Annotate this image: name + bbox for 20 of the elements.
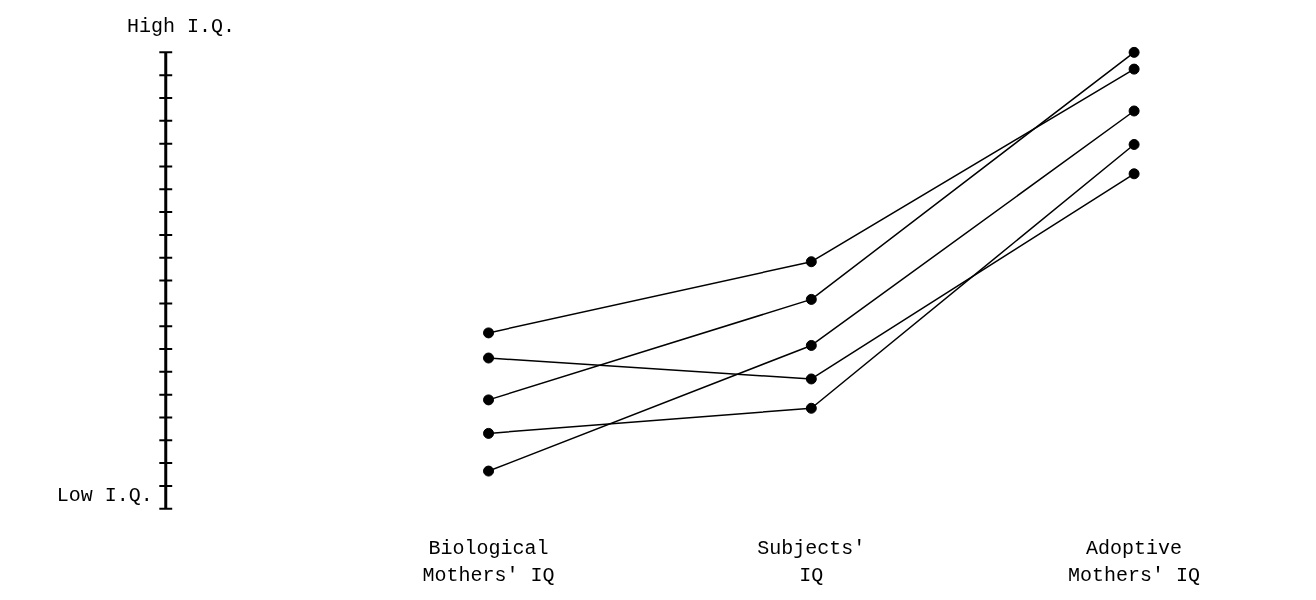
point xyxy=(805,373,817,385)
point xyxy=(1128,168,1140,180)
point xyxy=(483,352,495,364)
x-tick-label: Subjects' IQ xyxy=(757,536,866,588)
point xyxy=(1128,63,1140,75)
point xyxy=(1128,46,1140,58)
point xyxy=(483,427,495,439)
point xyxy=(483,465,495,477)
x-tick-label: Adoptive Mothers' IQ xyxy=(1068,536,1201,588)
point xyxy=(805,293,817,305)
point xyxy=(805,402,817,414)
point xyxy=(483,394,495,406)
point xyxy=(1128,138,1140,150)
text: Low I.Q. xyxy=(56,483,153,507)
point xyxy=(483,327,495,339)
point xyxy=(1128,105,1140,117)
text: High I.Q. xyxy=(127,15,236,39)
point xyxy=(805,339,817,351)
point xyxy=(805,256,817,268)
x-tick-label: Biological Mothers' IQ xyxy=(422,536,555,588)
